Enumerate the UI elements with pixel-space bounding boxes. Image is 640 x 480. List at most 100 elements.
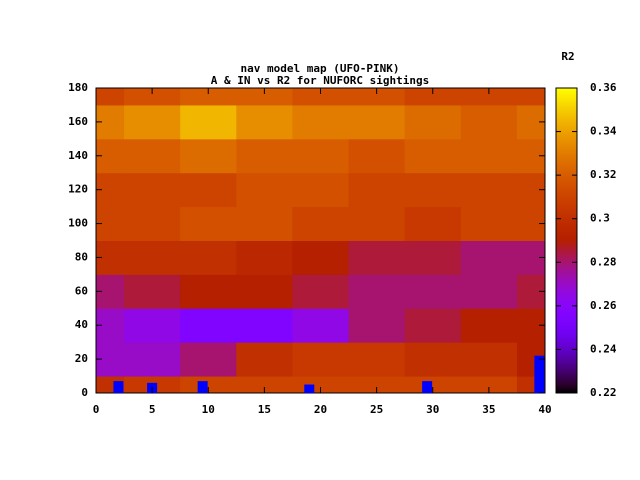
x-tick-label: 30 [426, 403, 439, 416]
heatmap-cell [404, 342, 462, 377]
heatmap-cell [460, 138, 518, 174]
heatmap-cell [292, 308, 350, 343]
colorbar-tick-label: 0.34 [590, 125, 617, 138]
heatmap-cell [292, 172, 350, 208]
x-tick-label: 15 [258, 403, 271, 416]
heatmap-cell [348, 172, 406, 208]
heatmap-cell [180, 206, 237, 241]
colorbar-tick-label: 0.28 [590, 255, 617, 268]
y-tick-label: 40 [75, 318, 88, 331]
heatmap-cell [348, 104, 406, 140]
heatmap-cell [124, 342, 181, 377]
x-tick-label: 5 [149, 403, 156, 416]
heatmap-cell [404, 308, 462, 343]
point-bar [422, 381, 433, 393]
heatmap-cell [404, 274, 462, 309]
point-bar [197, 381, 208, 393]
heatmap-cell [348, 138, 406, 174]
heatmap-cell [404, 138, 462, 174]
heatmap-cell [460, 172, 518, 208]
chart-subtitle: A & IN vs R2 for NUFORC sightings [211, 74, 430, 87]
colorbar-tick-label: 0.36 [590, 81, 617, 94]
heatmap-cell [460, 240, 518, 275]
heatmap-cell [236, 206, 293, 241]
heatmap-cell [460, 88, 518, 106]
heatmap-cell [460, 206, 518, 241]
heatmap-cell [292, 240, 350, 275]
chart-title: nav model map (UFO-PINK) [241, 62, 400, 75]
heatmap-cell [124, 104, 181, 140]
heatmap-cell [404, 104, 462, 140]
heatmap-cell [348, 308, 406, 343]
heatmap-cell [236, 240, 293, 275]
heatmap-cell [292, 88, 350, 106]
y-tick-label: 60 [75, 284, 88, 297]
heatmap-cell [236, 138, 293, 174]
heatmap-cell [348, 342, 406, 377]
heatmap-cell [96, 88, 125, 106]
heatmap-cell [124, 240, 181, 275]
heatmap-cell [180, 172, 237, 208]
heatmap-cell [348, 240, 406, 275]
heatmap-cell [180, 274, 237, 309]
y-tick-label: 80 [75, 250, 88, 263]
heatmap-cell [460, 376, 518, 393]
heatmap-cell [292, 342, 350, 377]
heatmap-cell [180, 240, 237, 275]
heatmap-cell [180, 342, 237, 377]
colorbar-tick-label: 0.22 [590, 386, 617, 399]
heatmap-cell [180, 308, 237, 343]
colorbar-tick-label: 0.3 [590, 212, 610, 225]
y-tick-label: 160 [68, 115, 88, 128]
heatmap-cell [292, 206, 350, 241]
x-tick-label: 20 [314, 403, 327, 416]
heatmap-cell [404, 172, 462, 208]
y-tick-label: 100 [68, 217, 88, 230]
colorbar-tick-label: 0.32 [590, 168, 617, 181]
heatmap [96, 88, 545, 393]
y-tick-label: 120 [68, 183, 88, 196]
heatmap-cell [180, 104, 237, 140]
x-tick-label: 35 [482, 403, 495, 416]
heatmap-cell [348, 206, 406, 241]
heatmap-cell [516, 88, 545, 106]
colorbar-label: R2 [561, 50, 574, 63]
heatmap-cell [348, 376, 406, 393]
colorbar [555, 87, 578, 394]
heatmap-cell [180, 376, 237, 393]
heatmap-cell [180, 138, 237, 174]
x-tick-label: 0 [93, 403, 100, 416]
y-tick-label: 180 [68, 81, 88, 94]
heatmap-cell [124, 206, 181, 241]
point-bar [304, 384, 315, 393]
colorbar-tick-label: 0.24 [590, 342, 617, 355]
heatmap-cell [460, 104, 518, 140]
colorbar-tick-label: 0.26 [590, 299, 617, 312]
heatmap-cell [292, 138, 350, 174]
heatmap-cell [460, 342, 518, 377]
heatmap-cell [124, 274, 181, 309]
y-tick-label: 140 [68, 149, 88, 162]
heatmap-cell [404, 376, 462, 393]
heatmap-cell [124, 138, 181, 174]
heatmap-cell [404, 88, 462, 106]
heatmap-cell [292, 274, 350, 309]
heatmap-cell [236, 342, 293, 377]
heatmap-cell [348, 88, 406, 106]
heatmap-cell [236, 308, 293, 343]
x-tick-label: 10 [202, 403, 215, 416]
heatmap-cell [124, 172, 181, 208]
heatmap-cell [236, 88, 293, 106]
point-bar [534, 355, 545, 393]
x-tick-label: 25 [370, 403, 383, 416]
heatmap-cell [292, 104, 350, 140]
x-tick-label: 40 [538, 403, 551, 416]
y-tick-label: 20 [75, 352, 88, 365]
heatmap-cell [460, 274, 518, 309]
point-bar [113, 381, 124, 393]
heatmap-cell [236, 104, 293, 140]
heatmap-cell [404, 206, 462, 241]
y-tick-label: 0 [81, 386, 88, 399]
heatmap-cell [236, 172, 293, 208]
